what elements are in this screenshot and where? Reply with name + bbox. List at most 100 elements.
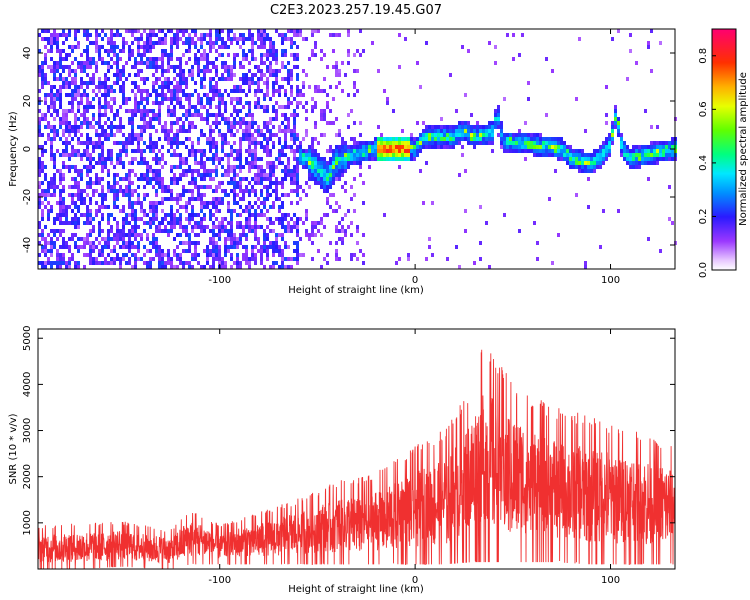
spectrogram-cell bbox=[125, 145, 128, 149]
spectrogram-cell bbox=[170, 81, 173, 85]
spectrogram-cell bbox=[281, 193, 284, 197]
spectrogram-cell bbox=[83, 197, 86, 201]
spectrogram-cell bbox=[281, 237, 284, 241]
spectrogram-cell bbox=[101, 81, 104, 85]
spectrogram-cell bbox=[209, 137, 212, 141]
spectrogram-cell bbox=[68, 133, 71, 137]
spectrogram-cell bbox=[38, 101, 41, 105]
spectrogram-cell bbox=[548, 145, 551, 149]
spectrogram-cell bbox=[320, 113, 323, 117]
spectrogram-cell bbox=[68, 129, 71, 133]
spectrogram-cell bbox=[161, 145, 164, 149]
spectrogram-cell bbox=[74, 169, 77, 173]
spectrogram-cell bbox=[53, 129, 56, 133]
spectrogram-cell bbox=[56, 65, 59, 69]
spectrogram-cell bbox=[92, 261, 95, 265]
spectrogram-cell bbox=[44, 225, 47, 229]
spectrogram-cell bbox=[296, 169, 299, 173]
spectrogram-cell bbox=[113, 45, 116, 49]
spectrogram-cell bbox=[380, 141, 383, 145]
spectrogram-cell bbox=[83, 253, 86, 257]
spectrogram-cell bbox=[305, 217, 308, 221]
spectrogram-cell bbox=[236, 253, 239, 257]
spectrogram-cell bbox=[194, 161, 197, 165]
spectrogram-cell bbox=[131, 245, 134, 249]
spectrogram-cell bbox=[218, 233, 221, 237]
spectrogram-cell bbox=[230, 145, 233, 149]
spectrogram-cell bbox=[461, 137, 464, 141]
spectrogram-cell bbox=[338, 149, 341, 153]
spectrogram-cell bbox=[44, 237, 47, 241]
spectrogram-cell bbox=[173, 177, 176, 181]
spectrogram-cell bbox=[53, 153, 56, 157]
spectrogram-cell bbox=[116, 221, 119, 225]
spectrogram-cell bbox=[350, 157, 353, 161]
spectrogram-cell bbox=[245, 113, 248, 117]
spectrogram-cell bbox=[197, 221, 200, 225]
spectrogram-cell bbox=[653, 157, 656, 161]
spectrogram-cell bbox=[206, 33, 209, 37]
spectrogram-cell bbox=[602, 145, 605, 149]
spectrogram-cell bbox=[236, 257, 239, 261]
spectrogram-cell bbox=[239, 141, 242, 145]
spectrogram-cell bbox=[110, 225, 113, 229]
spectrogram-cell bbox=[197, 193, 200, 197]
spectrogram-cell bbox=[311, 29, 314, 33]
spectrogram-cell bbox=[527, 81, 530, 85]
spectrogram-cell bbox=[119, 229, 122, 233]
spectrogram-cell bbox=[68, 65, 71, 69]
spectrogram-cell bbox=[41, 237, 44, 241]
spectrogram-cell bbox=[263, 125, 266, 129]
spectrogram-cell bbox=[500, 133, 503, 137]
spectrogram-cell bbox=[245, 185, 248, 189]
spectrogram-cell bbox=[302, 221, 305, 225]
spectrogram-cell bbox=[86, 49, 89, 53]
spectrogram-cell bbox=[257, 141, 260, 145]
spectrogram-cell bbox=[644, 153, 647, 157]
spectrogram-cell bbox=[245, 73, 248, 77]
spectrogram-cell bbox=[335, 209, 338, 213]
spectrogram-cell bbox=[155, 253, 158, 257]
spectrogram-cell bbox=[161, 181, 164, 185]
spectrogram-cell bbox=[449, 129, 452, 133]
spectrogram-cell bbox=[173, 217, 176, 221]
spectrogram-cell bbox=[41, 209, 44, 213]
spectrogram-cell bbox=[281, 105, 284, 109]
spectrogram-cell bbox=[62, 173, 65, 177]
spectrogram-cell bbox=[281, 37, 284, 41]
spectrogram-cell bbox=[239, 153, 242, 157]
spectrogram-cell bbox=[215, 249, 218, 253]
spectrogram-cell bbox=[50, 65, 53, 69]
spectrogram-cell bbox=[158, 29, 161, 33]
spectrogram-cell bbox=[254, 217, 257, 221]
spectrogram-cell bbox=[110, 213, 113, 217]
spectrogram-cell bbox=[254, 221, 257, 225]
spectrogram-cell bbox=[476, 141, 479, 145]
spectrogram-cell bbox=[254, 137, 257, 141]
spectrogram-cell bbox=[356, 229, 359, 233]
spectrogram-cell bbox=[158, 93, 161, 97]
spectrogram-cell bbox=[170, 41, 173, 45]
spectrogram-cell bbox=[134, 229, 137, 233]
spectrogram-cell bbox=[407, 153, 410, 157]
spectrogram-cell bbox=[59, 153, 62, 157]
spectrogram-cell bbox=[440, 141, 443, 145]
spectrogram-cell bbox=[161, 221, 164, 225]
spectrogram-cell bbox=[128, 233, 131, 237]
spectrogram-cell bbox=[542, 137, 545, 141]
spectrogram-cell bbox=[302, 253, 305, 257]
spectrogram-cell bbox=[257, 237, 260, 241]
spectrogram-cell bbox=[86, 213, 89, 217]
spectrogram-cell bbox=[266, 217, 269, 221]
spectrogram-cell bbox=[137, 201, 140, 205]
spectrogram-cell bbox=[260, 181, 263, 185]
spectrogram-cell bbox=[302, 137, 305, 141]
spectrogram-cell bbox=[326, 181, 329, 185]
spectrogram-cell bbox=[89, 125, 92, 129]
spectrogram-cell bbox=[308, 233, 311, 237]
spectrogram-cell bbox=[59, 97, 62, 101]
spectrogram-cell bbox=[266, 225, 269, 229]
spectrogram-cell bbox=[263, 37, 266, 41]
spectrogram-cell bbox=[80, 53, 83, 57]
spectrogram-cell bbox=[296, 145, 299, 149]
